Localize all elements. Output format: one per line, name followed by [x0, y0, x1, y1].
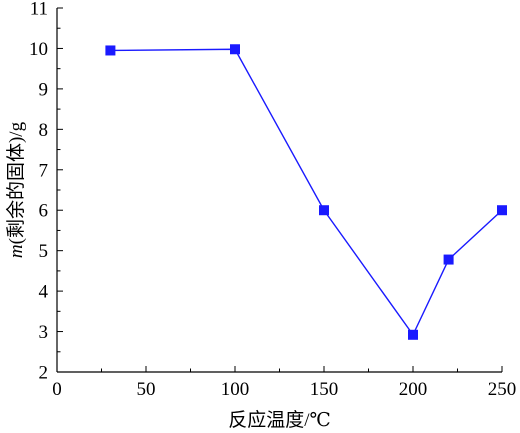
y-tick-label: 3	[39, 322, 49, 343]
y-axis-label-variable: m	[6, 244, 27, 258]
x-tick-label: 150	[310, 379, 339, 400]
tick-labels: 2 3 4 5 6 7 8 9 10 11 0 50 100 150 200 250	[29, 0, 516, 400]
data-point	[408, 329, 418, 340]
data-point	[319, 205, 329, 216]
x-tick-label: 200	[399, 379, 428, 400]
data-point	[105, 45, 116, 56]
y-tick-label: 11	[30, 0, 48, 20]
x-tick-label: 50	[137, 379, 156, 400]
series	[105, 44, 507, 340]
y-tick-label: 7	[39, 160, 49, 181]
y-axis-label-rest: (剩余的固体)/g	[5, 121, 27, 244]
data-point	[230, 44, 240, 55]
x-axis-label: 反应温度/℃	[228, 409, 331, 431]
y-tick-label: 10	[29, 39, 48, 60]
series-line	[110, 48, 503, 337]
x-tick-label: 100	[221, 379, 250, 400]
axes	[56, 8, 502, 373]
y-tick-label: 6	[39, 201, 49, 222]
y-axis-label: m(剩余的固体)/g	[5, 121, 27, 258]
y-tick-label: 4	[39, 282, 49, 303]
tick-marks	[56, 7, 503, 373]
data-point	[497, 205, 507, 216]
y-tick-label: 8	[39, 120, 49, 141]
y-tick-label: 2	[39, 363, 49, 384]
x-tick-label: 250	[488, 379, 517, 400]
x-tick-label: 0	[52, 379, 62, 400]
y-tick-label: 9	[39, 79, 49, 100]
y-tick-label: 5	[39, 241, 49, 262]
data-point	[443, 254, 454, 265]
